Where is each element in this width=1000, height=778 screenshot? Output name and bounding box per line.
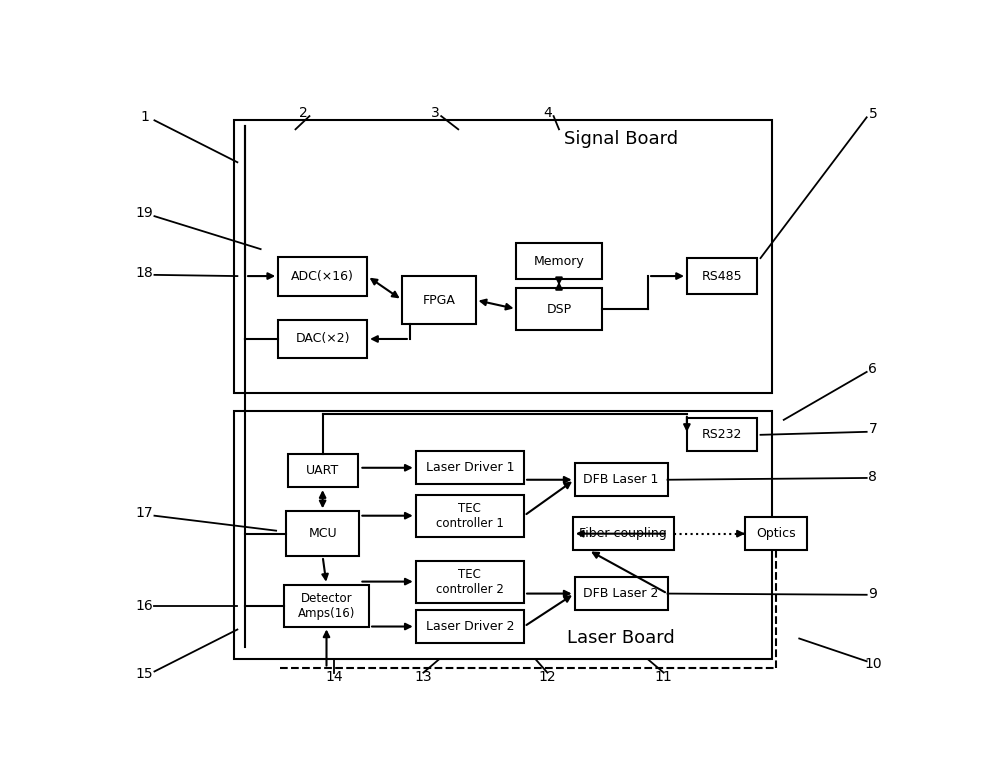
Bar [402,276,476,324]
Bar [416,451,524,484]
Text: 13: 13 [415,671,432,685]
Text: DSP: DSP [546,303,572,316]
Text: 12: 12 [539,671,556,685]
Text: 1: 1 [140,110,149,124]
Bar [284,584,369,626]
Text: 9: 9 [868,587,877,601]
Text: UART: UART [306,464,339,477]
Text: FPGA: FPGA [422,293,455,307]
Text: Optics: Optics [756,527,796,540]
Text: 11: 11 [655,671,672,685]
Text: Laser Board: Laser Board [567,629,675,647]
Text: Laser Driver 2: Laser Driver 2 [426,620,514,633]
Bar [416,561,524,603]
Text: 2: 2 [299,106,308,120]
Text: 19: 19 [136,206,153,220]
Bar [416,495,524,537]
Bar [687,258,757,294]
Text: RS232: RS232 [702,429,742,441]
Bar [573,517,674,550]
Text: 18: 18 [136,266,153,280]
Bar [574,577,668,610]
Bar [286,511,359,556]
Bar [687,419,757,451]
Text: Signal Board: Signal Board [564,131,678,149]
Bar [278,320,367,359]
Bar [234,121,772,393]
Text: DFB Laser 2: DFB Laser 2 [583,587,659,600]
Text: 10: 10 [864,657,882,671]
Bar [288,454,358,487]
Text: 5: 5 [868,107,877,121]
Text: 7: 7 [868,422,877,436]
Text: Detector
Amps(16): Detector Amps(16) [298,591,355,619]
Bar [234,411,772,660]
Text: 16: 16 [136,598,153,612]
Text: MCU: MCU [308,527,337,540]
Text: 6: 6 [868,362,877,376]
Text: Fiber coupling: Fiber coupling [579,527,667,540]
Text: 3: 3 [431,106,439,120]
Text: RS485: RS485 [701,269,742,282]
Text: 15: 15 [136,668,153,682]
Bar [745,517,807,550]
Text: TEC
controller 1: TEC controller 1 [436,502,504,530]
Text: 14: 14 [325,671,343,685]
Bar [416,610,524,643]
Text: 4: 4 [543,106,552,120]
Text: DAC(×2): DAC(×2) [295,332,350,345]
Text: 17: 17 [136,506,153,520]
Text: Memory: Memory [534,254,584,268]
Text: TEC
controller 2: TEC controller 2 [436,568,504,596]
Text: DFB Laser 1: DFB Laser 1 [583,473,659,486]
Text: 8: 8 [868,470,877,484]
Bar [516,243,602,279]
Text: ADC(×16): ADC(×16) [291,269,354,282]
Bar [574,463,668,496]
Bar [516,288,602,330]
Text: Laser Driver 1: Laser Driver 1 [426,461,514,475]
Bar [278,257,367,296]
